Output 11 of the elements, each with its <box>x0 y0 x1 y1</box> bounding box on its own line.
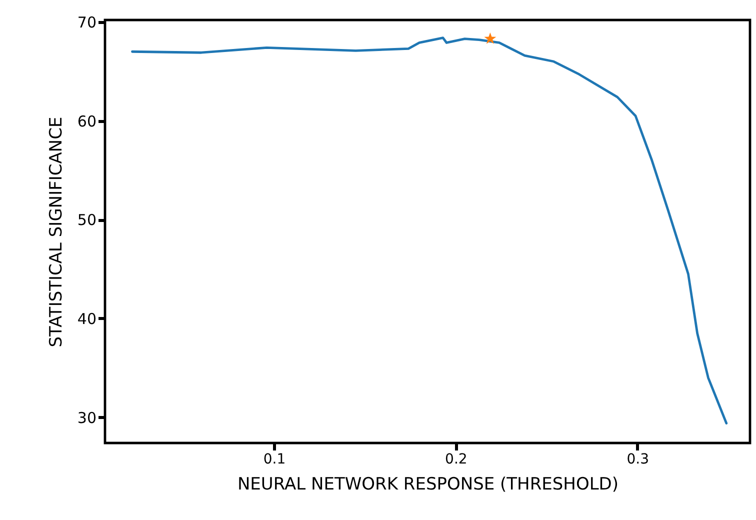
y-tick-label: 40 <box>77 310 96 328</box>
y-tick-label: 60 <box>77 112 96 130</box>
x-tick-label: 0.1 <box>263 452 286 468</box>
y-tick-label: 50 <box>77 211 96 230</box>
x-axis-title: NEURAL NETWORK RESPONSE (THRESHOLD) <box>237 474 619 494</box>
y-tick-label: 30 <box>77 408 96 427</box>
x-tick-label: 0.3 <box>626 452 649 468</box>
line-series <box>131 36 728 424</box>
y-axis-title: STATISTICAL SIGNIFICANCE <box>46 116 66 348</box>
x-tick-label: 0.2 <box>445 452 468 468</box>
y-tick-label: 70 <box>77 13 96 32</box>
